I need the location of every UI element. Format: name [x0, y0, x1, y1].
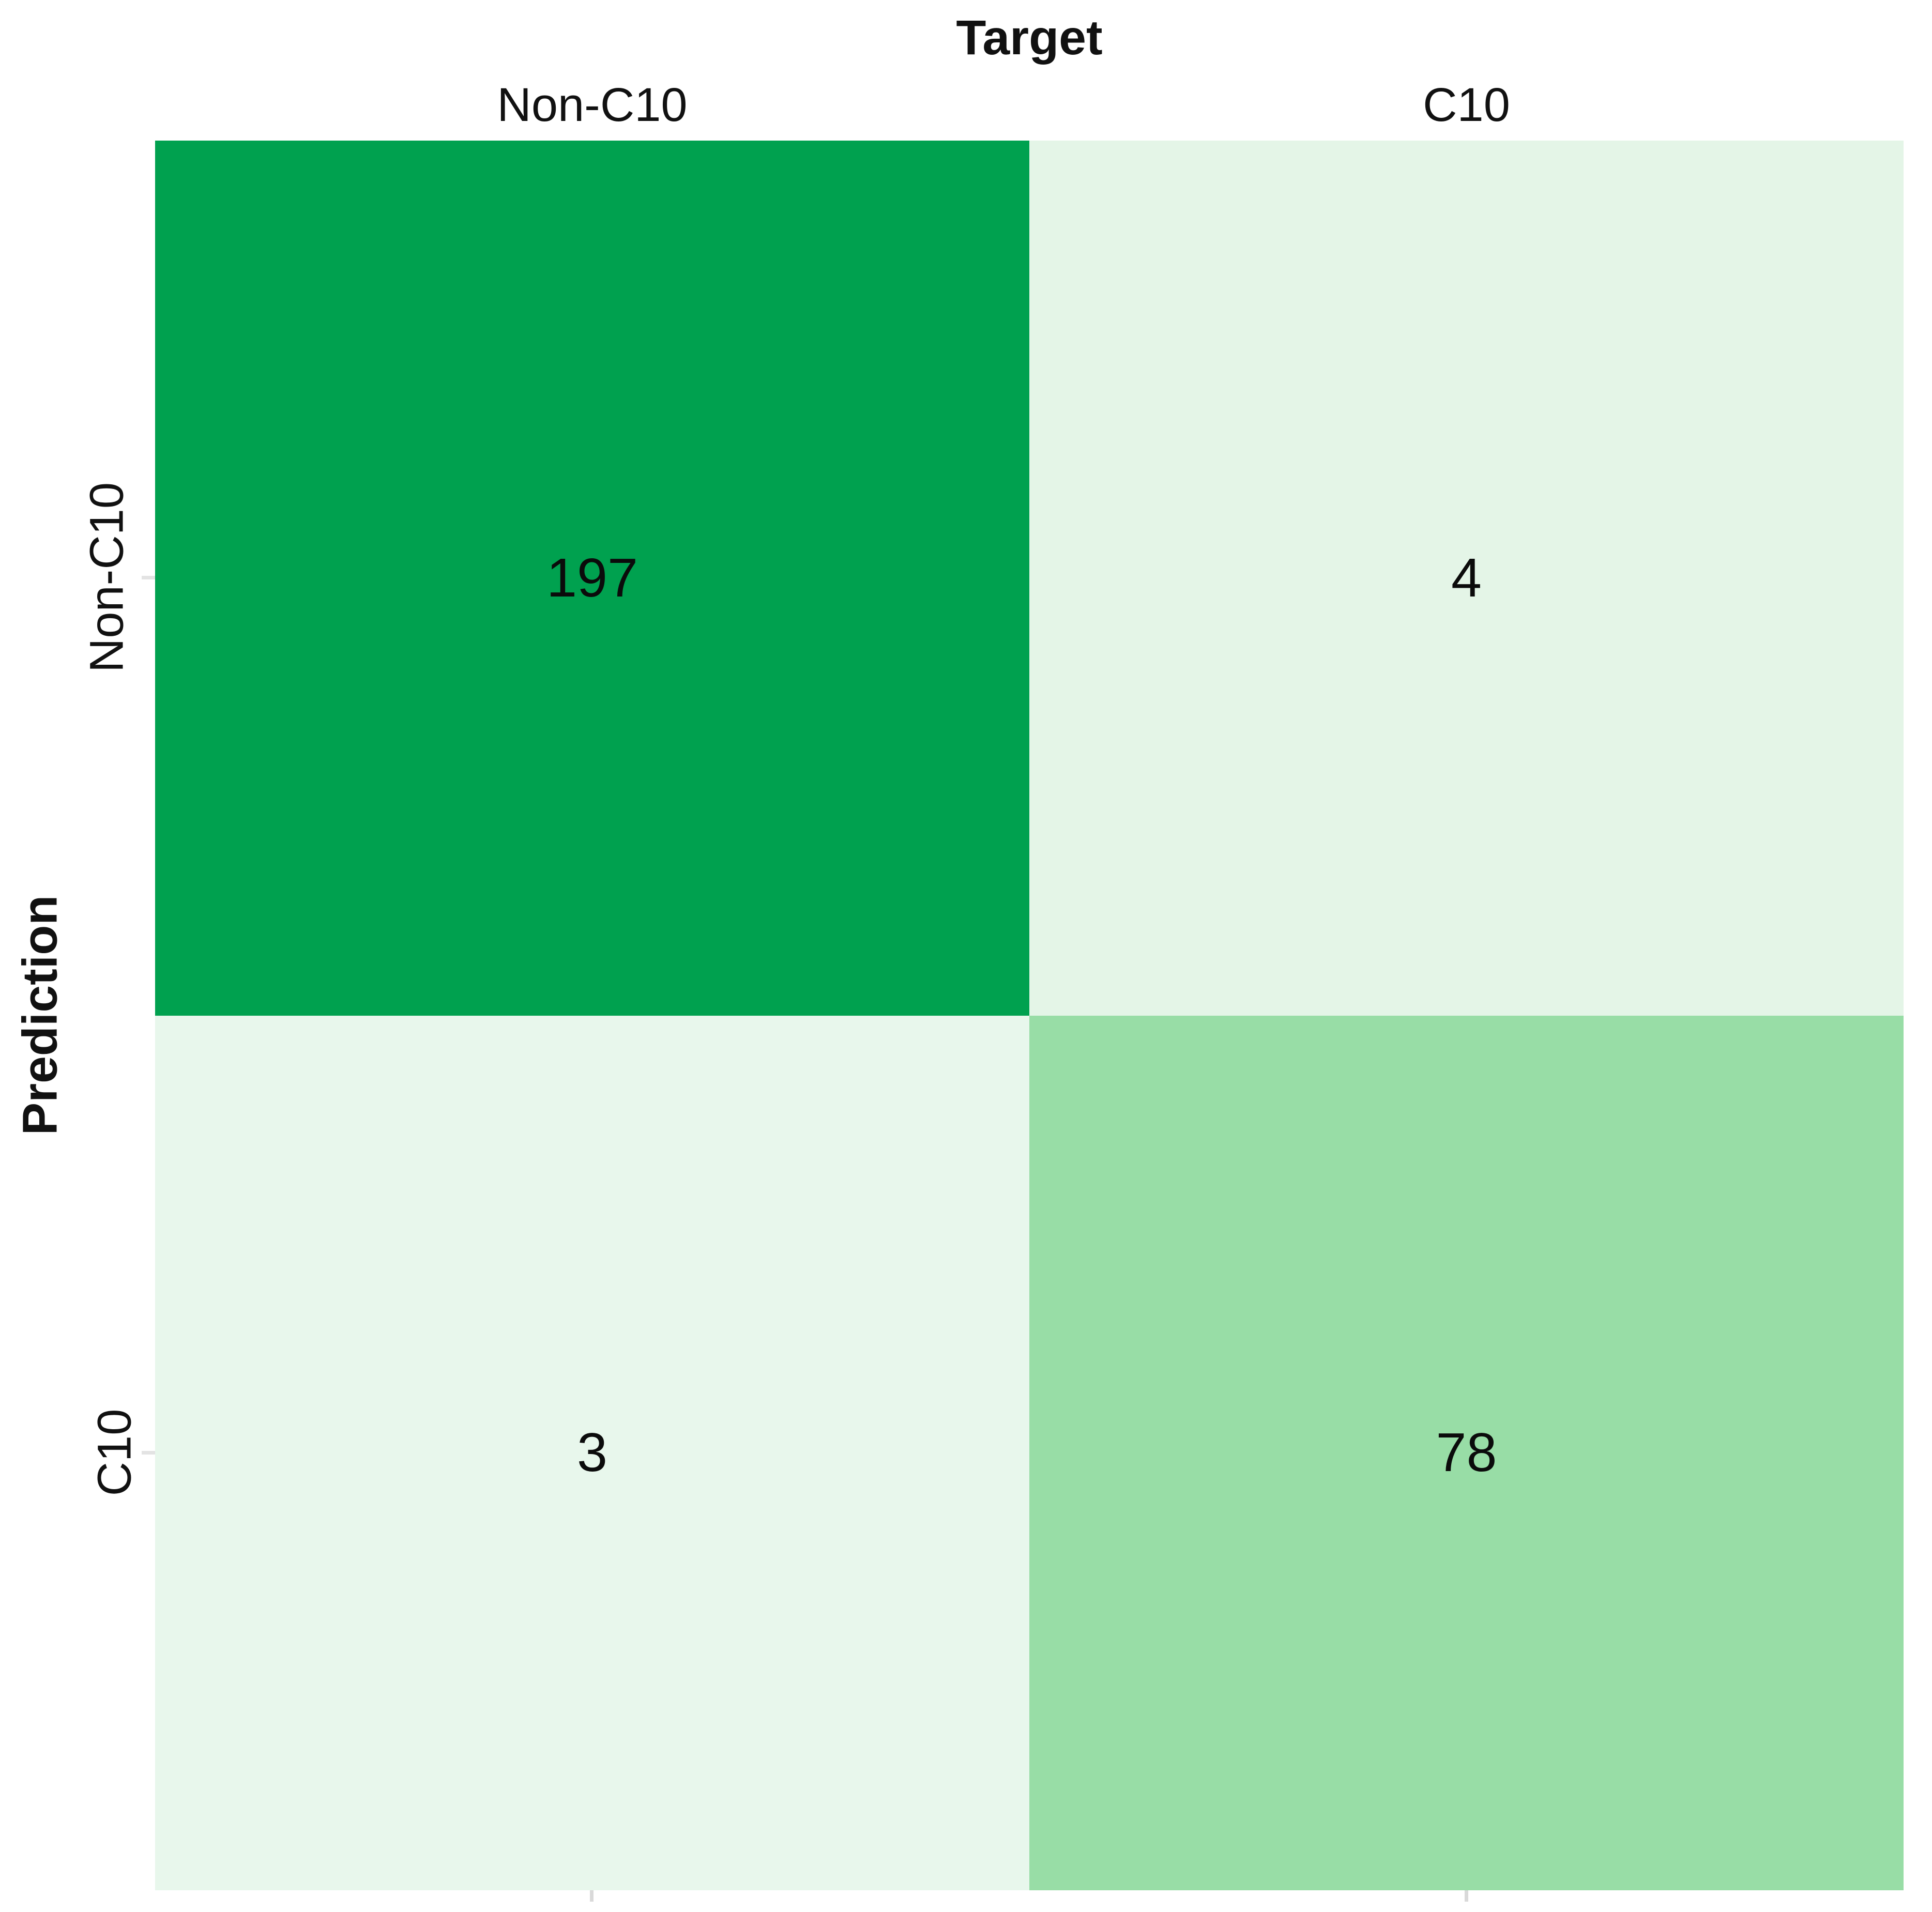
heatmap-grid: 197 4 3 78 — [155, 141, 1904, 1890]
cell-value: 3 — [577, 1422, 607, 1483]
x-axis-group-title: Target — [956, 10, 1103, 65]
x-tick-label-c10: C10 — [1423, 79, 1510, 131]
cell-value: 197 — [546, 547, 638, 608]
heatmap-cell-pred-nonc10-target-c10: 4 — [1029, 141, 1904, 1016]
heatmap-cell-pred-nonc10-target-nonc10: 197 — [155, 141, 1029, 1016]
heatmap-cell-pred-c10-target-nonc10: 3 — [155, 1015, 1029, 1890]
x-axis-tick — [1465, 1890, 1468, 1902]
y-tick-label-c10: C10 — [88, 1409, 141, 1496]
y-axis-tick — [142, 576, 155, 579]
cell-value: 78 — [1436, 1422, 1497, 1483]
cell-value: 4 — [1451, 547, 1482, 608]
x-tick-label-non-c10: Non-C10 — [497, 79, 688, 131]
x-axis-tick — [590, 1890, 594, 1902]
y-axis-title: Prediction — [12, 895, 68, 1136]
y-tick-label-non-c10: Non-C10 — [80, 482, 133, 673]
y-axis-tick — [142, 1451, 155, 1455]
heatmap-cell-pred-c10-target-c10: 78 — [1029, 1015, 1904, 1890]
